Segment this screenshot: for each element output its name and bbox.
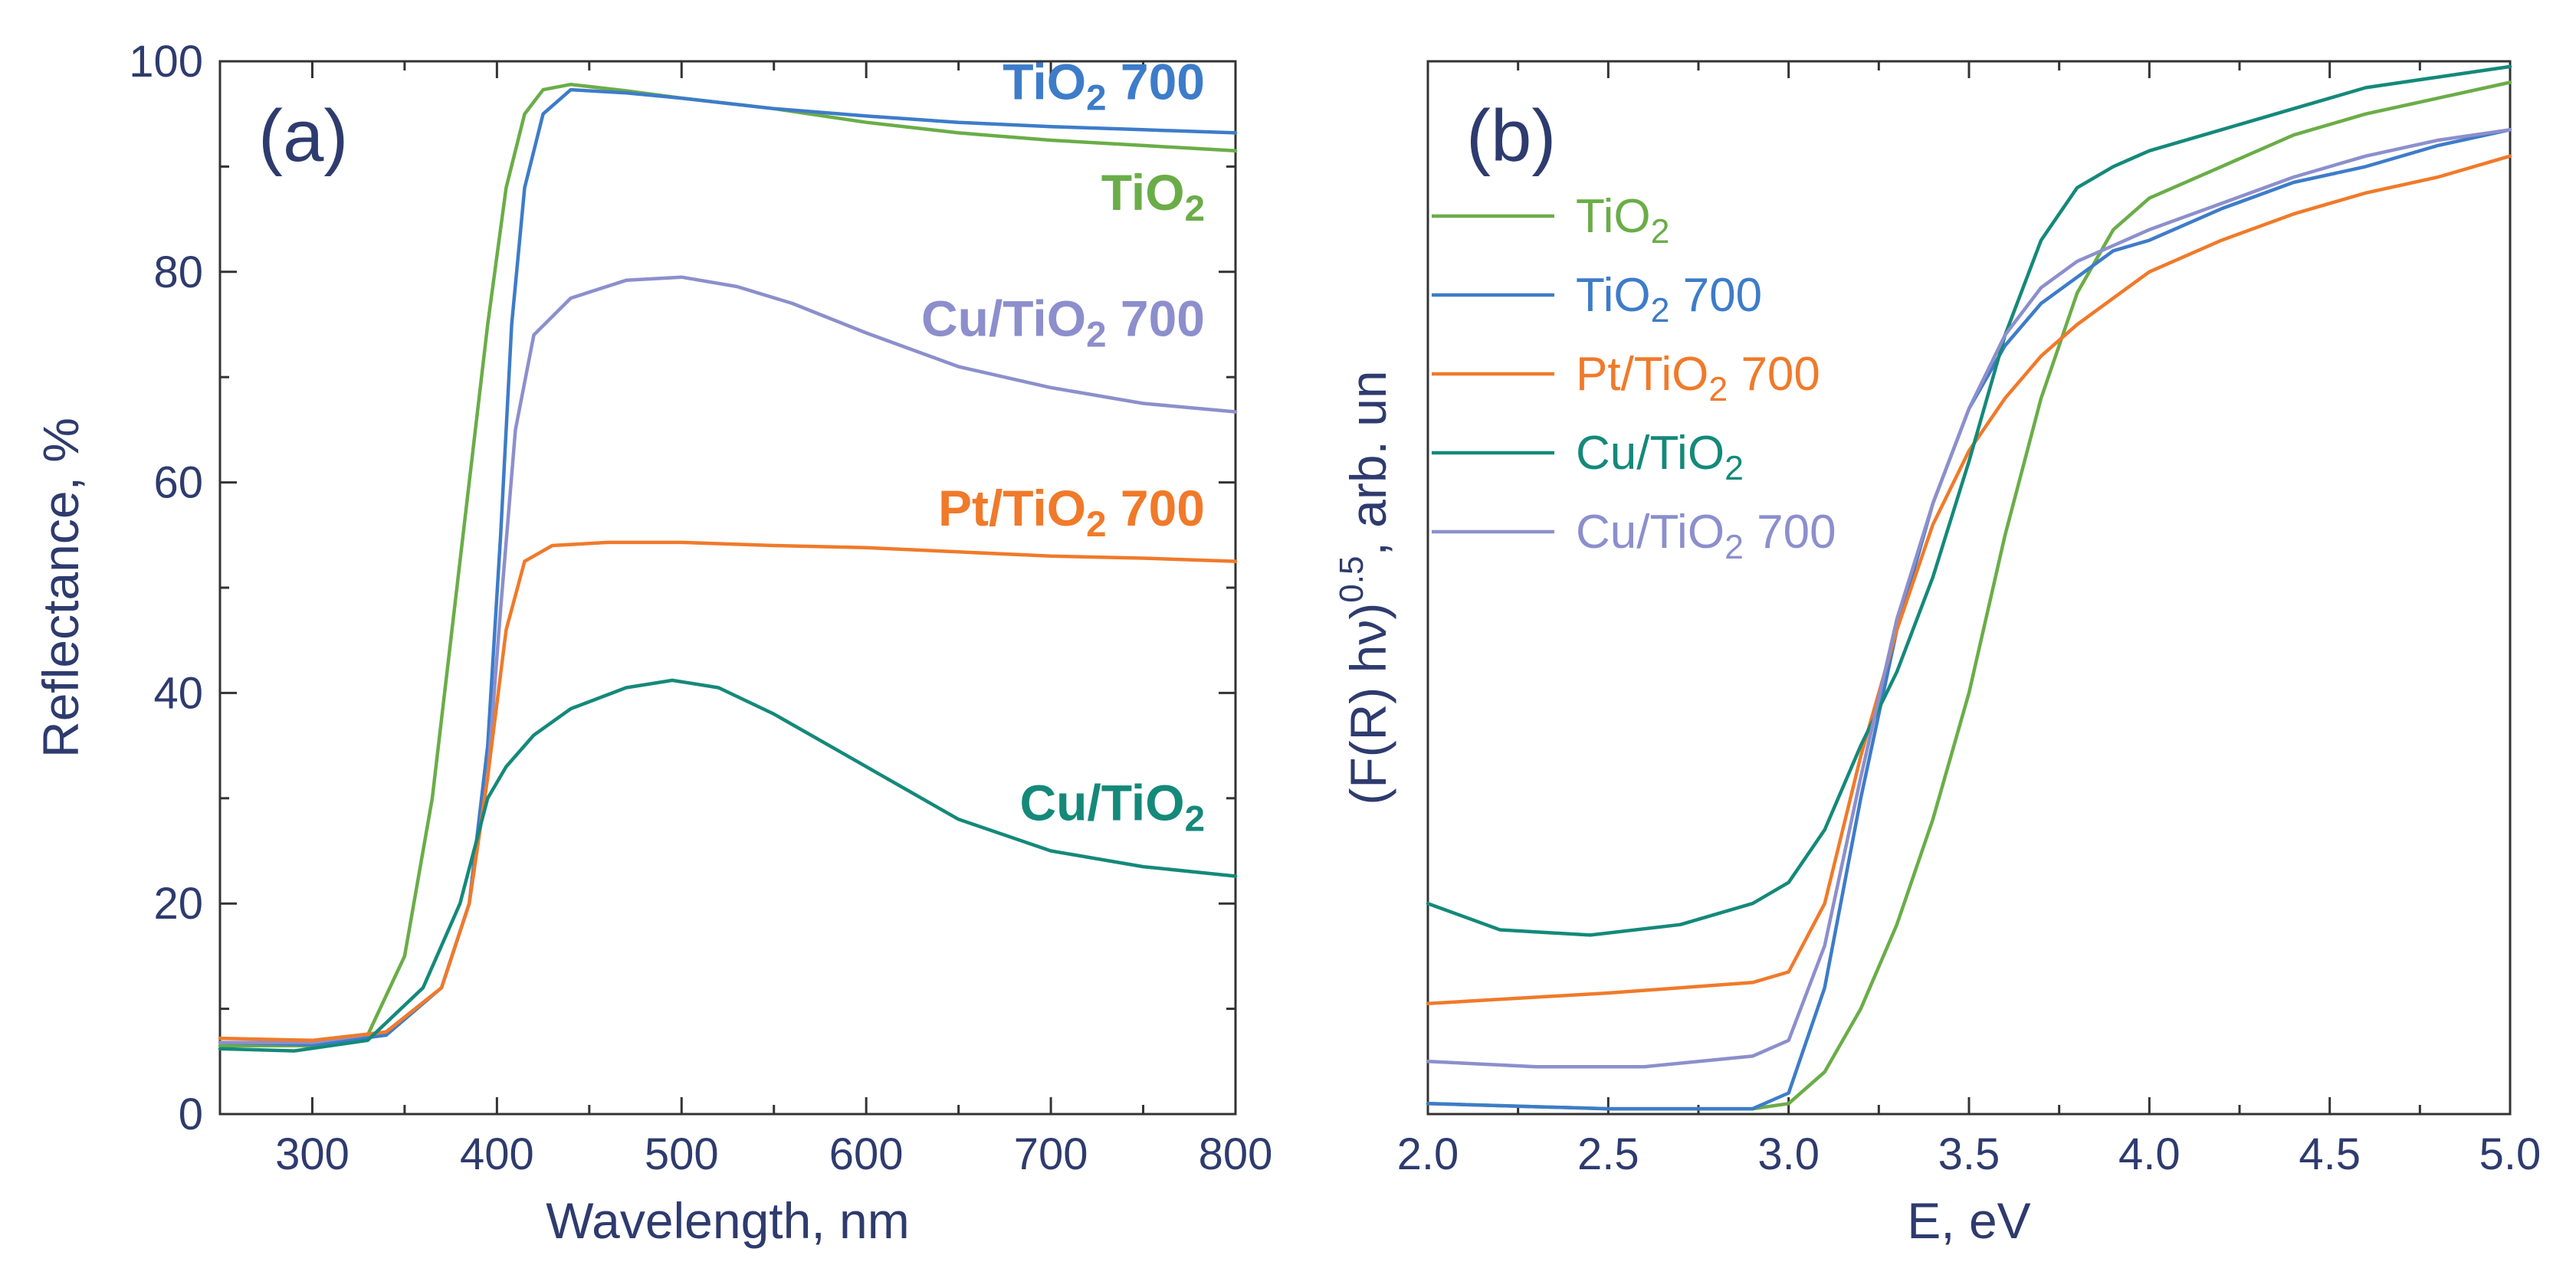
legend-label-suffix: 700 [1669,269,1762,322]
legend-label-main: Cu/TiO [1576,506,1724,559]
series-line-pt-tio2-700 [218,540,1238,1043]
legend-label-3: Cu/TiO2 [1576,427,1744,487]
legend-label-sub: 2 [1708,371,1728,408]
legend-label-main: TiO [1576,190,1651,243]
legend-label-4: Cu/TiO2 700 [1576,506,1836,566]
y-tick-label: 60 [153,458,203,508]
x-tick-label: 400 [460,1129,534,1179]
y-axis-title: (F(R) hν)0.5, arb. un [1333,370,1396,805]
series-line-tio2-700 [218,87,1238,1047]
series-label-main: Cu/TiO [921,290,1086,347]
series-label-cu-tio2-700: Cu/TiO2 700 [921,290,1205,356]
legend-label-sub: 2 [1651,213,1670,251]
y-tick-label: 80 [153,247,203,297]
series-label-main: TiO [1003,53,1086,110]
series-label-cu-tio2: Cu/TiO2 [1019,775,1205,840]
legend-label-1: TiO2 700 [1576,269,1762,329]
series-label-pt-tio2-700: Pt/TiO2 700 [938,480,1205,545]
panel-label: (a) [258,95,348,177]
y-axis-title-main: (F(R) hν) [1340,603,1396,805]
series-label-sub: 2 [1086,77,1106,118]
series-line-tio2 [218,82,1238,1047]
series-label-main: Pt/TiO [938,480,1086,536]
legend-label-0: TiO2 [1576,190,1669,251]
legend-label-main: TiO [1576,269,1651,322]
legend-label-main: Pt/TiO [1576,348,1708,401]
legend-label-suffix: 700 [1744,506,1836,559]
series-line-cu-tio2 [218,678,1238,1053]
series-label-sub: 2 [1086,504,1106,545]
x-tick-label: 4.0 [2118,1129,2181,1179]
series-line-pt-tio2-700 [1426,154,2512,1005]
y-tick-label: 0 [179,1090,203,1139]
x-tick-label: 3.5 [1938,1129,2000,1179]
x-tick-label: 300 [275,1129,349,1179]
series-label-sub: 2 [1086,315,1106,356]
series-label-sub: 2 [1185,799,1205,840]
y-tick-label: 40 [153,668,203,718]
legend-label-sub: 2 [1724,529,1744,566]
panel-b: 2.0 2.5 3.0 3.5 4.0 4.5 5.0 E, eV (F(R) hν)0.5, … [1333,60,2542,1249]
legend-label-sub: 2 [1651,292,1670,329]
y-tick-label: 20 [153,879,203,929]
y-axis-title: Reflectance, % [32,418,89,758]
series-line-cu-tio2 [1426,64,2512,937]
x-tick-label: 600 [829,1129,904,1179]
y-axis-title-sup: 0.5 [1333,556,1370,603]
legend-label-suffix: 700 [1728,348,1820,401]
panel-label: (b) [1466,95,1556,177]
series-label-sub: 2 [1185,188,1205,229]
x-tick-label: 2.5 [1577,1129,1639,1179]
x-tick-label: 5.0 [2479,1129,2542,1179]
series-label-suffix: 700 [1107,480,1205,536]
x-tick-label: 2.0 [1397,1129,1459,1179]
x-tick-label: 800 [1199,1129,1273,1179]
series-label-main: TiO [1101,164,1185,221]
panel-a: 300 400 500 600 700 800 0 20 40 60 80 100 Wavelength… [32,37,1272,1249]
series-line-cu-tio2-700 [218,275,1238,1044]
series-label-suffix: 700 [1107,53,1205,110]
x-tick-label: 4.5 [2299,1129,2361,1179]
series-line-cu-tio2-700 [1426,128,2512,1069]
x-tick-label: 3.0 [1757,1129,1820,1179]
legend-label-2: Pt/TiO2 700 [1576,348,1820,408]
x-tick-label: 700 [1014,1129,1088,1179]
y-tick-label: 100 [129,37,203,87]
series-label-tio2-700: TiO2 700 [1003,53,1205,118]
series-label-suffix: 700 [1107,290,1205,347]
y-axis-title-rest: , arb. un [1340,370,1396,556]
series-label-tio2: TiO2 [1101,164,1205,229]
series-line-tio2-700 [1426,128,2512,1111]
series-line-tio2 [1426,80,2512,1111]
legend-label-main: Cu/TiO [1576,427,1724,480]
plot-frame [218,60,1237,1116]
x-axis-title: Wavelength, nm [546,1192,909,1249]
x-tick-label: 500 [645,1129,719,1179]
x-axis-title: E, eV [1907,1192,2030,1249]
series-label-main: Cu/TiO [1019,775,1184,831]
legend-label-sub: 2 [1724,450,1744,487]
